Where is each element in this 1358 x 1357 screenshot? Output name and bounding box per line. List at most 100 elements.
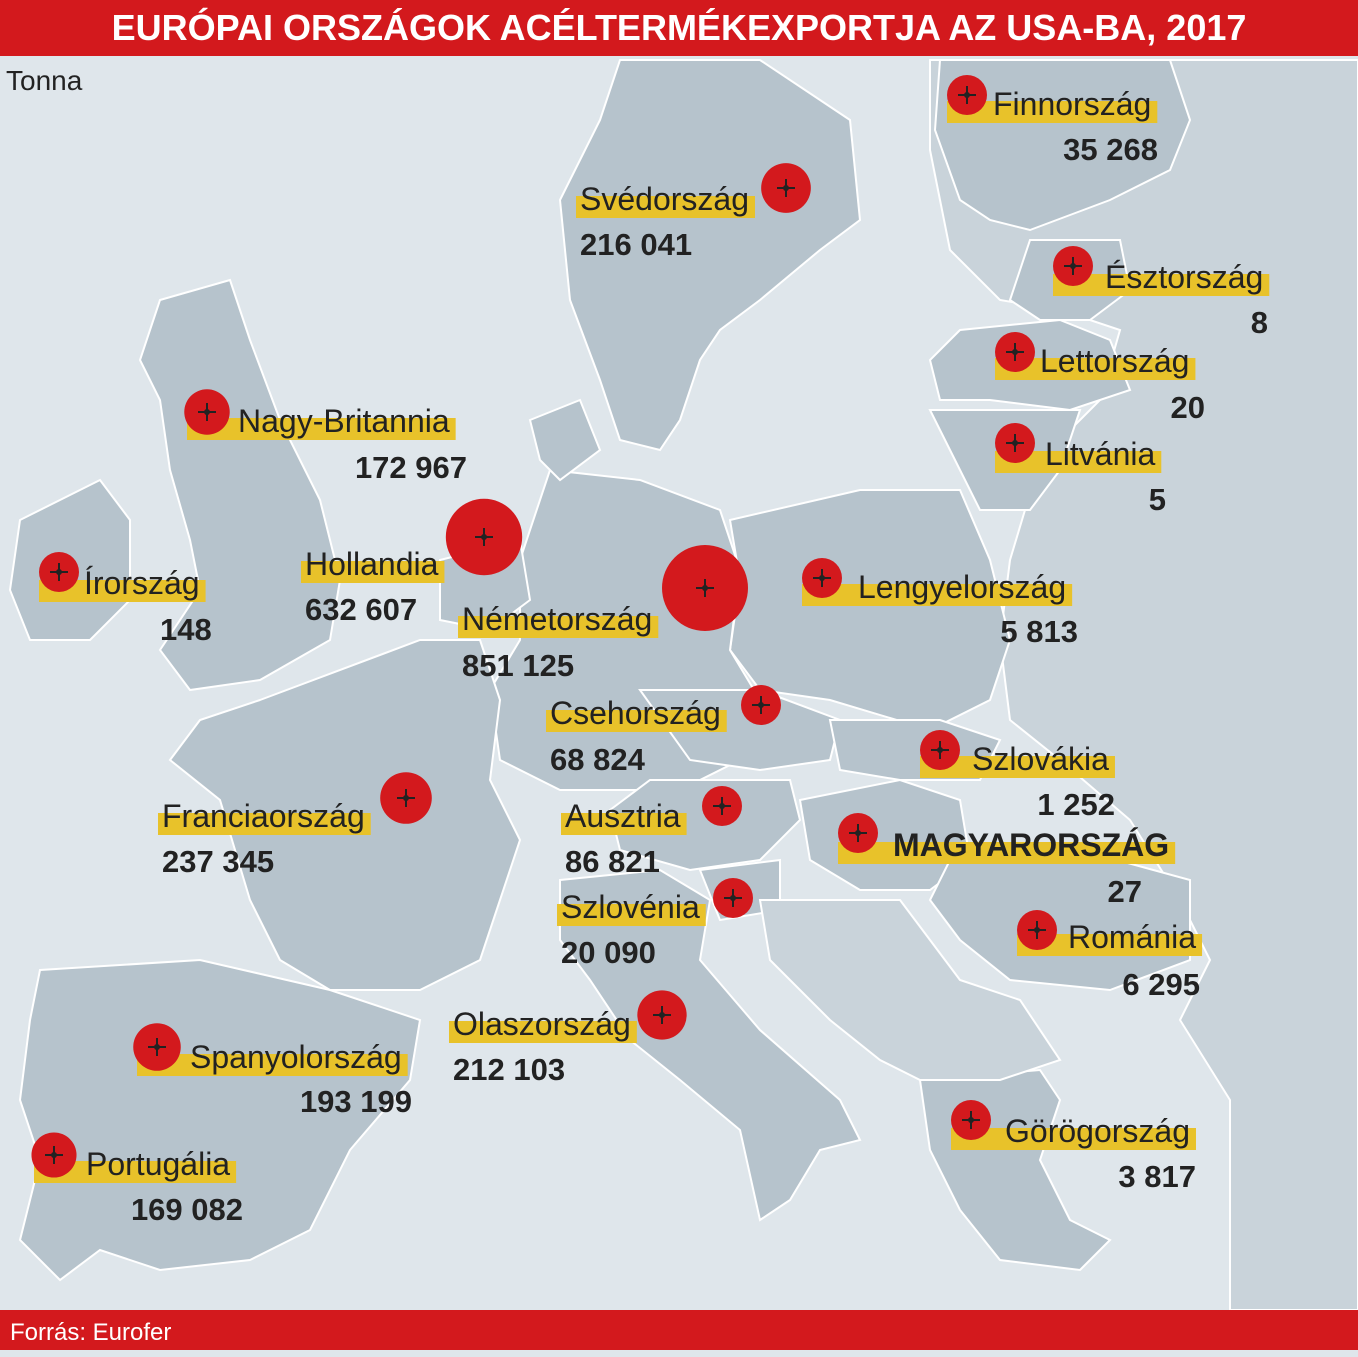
country-name: Spanyolország — [190, 1039, 402, 1075]
country: Lettország 20 — [995, 332, 1205, 425]
label-highlight — [951, 1128, 1196, 1150]
country-name: Nagy-Britannia — [238, 403, 450, 439]
crosshair-dot — [855, 830, 861, 836]
country-name: Finnország — [993, 86, 1151, 122]
label-highlight — [1017, 934, 1203, 956]
value-label: 20 — [1171, 390, 1205, 425]
title: EURÓPAI ORSZÁGOK ACÉLTERMÉKEXPORTJA AZ U… — [112, 6, 1247, 48]
crosshair-dot — [154, 1044, 160, 1050]
country: Nagy-Britannia 172 967 — [184, 389, 467, 485]
label-highlight — [158, 813, 371, 835]
country-name: Németország — [462, 601, 652, 637]
country: Románia 6 295 — [1017, 910, 1203, 1002]
label-highlight — [557, 904, 706, 926]
country-name: Olaszország — [453, 1006, 631, 1042]
country: Görögország 3 817 — [951, 1100, 1196, 1194]
value-label: 68 824 — [550, 742, 646, 777]
value-label: 3 817 — [1118, 1159, 1196, 1194]
value-label: 8 — [1251, 305, 1268, 340]
country: Hollandia 632 607 — [301, 498, 523, 627]
value-label: 86 821 — [565, 844, 660, 879]
label-highlight — [137, 1054, 408, 1076]
crosshair-dot — [204, 409, 210, 415]
value-label: 632 607 — [305, 592, 417, 627]
label-highlight — [576, 196, 755, 218]
country: Lengyelország 5 813 — [802, 558, 1078, 649]
crosshair-dot — [758, 702, 764, 708]
value-label: 851 125 — [462, 648, 574, 683]
country: Szlovénia 20 090 — [557, 878, 753, 970]
country-name: Litvánia — [1045, 436, 1156, 472]
crosshair-dot — [783, 185, 789, 191]
value-label: 27 — [1108, 874, 1142, 909]
value-label: 35 268 — [1063, 132, 1158, 167]
value-label: 6 295 — [1122, 967, 1200, 1002]
crosshair-dot — [937, 747, 943, 753]
value-label: 212 103 — [453, 1052, 565, 1087]
value-label: 169 082 — [131, 1192, 243, 1227]
label-highlight — [995, 451, 1162, 473]
label-highlight — [802, 584, 1073, 606]
value-label: 20 090 — [561, 935, 656, 970]
country-name: Szlovénia — [561, 889, 700, 925]
crosshair-dot — [819, 575, 825, 581]
country-name: Franciaország — [162, 798, 365, 834]
value-label: 1 252 — [1037, 787, 1115, 822]
country-name: Románia — [1068, 919, 1196, 955]
country: Csehország 68 824 — [546, 685, 781, 777]
label-highlight — [301, 561, 445, 583]
label-highlight — [39, 580, 206, 602]
label-highlight — [187, 418, 456, 440]
label-highlight — [947, 101, 1158, 123]
country-name: Ausztria — [565, 798, 681, 834]
crosshair-dot — [56, 569, 62, 575]
crosshair-dot — [1034, 927, 1040, 933]
country-name: Szlovákia — [972, 741, 1109, 777]
crosshair-dot — [730, 895, 736, 901]
crosshair-dot — [968, 1117, 974, 1123]
crosshair-dot — [51, 1152, 57, 1158]
label-highlight — [561, 813, 687, 835]
label-highlight — [995, 358, 1196, 380]
country: Litvánia 5 — [995, 423, 1166, 517]
country: Németország 851 125 — [458, 545, 748, 683]
label-highlight — [449, 1021, 637, 1043]
unit: Tonna — [6, 65, 83, 96]
country-name: Észtország — [1105, 259, 1263, 295]
crosshair-dot — [1012, 440, 1018, 446]
country-name: Lengyelország — [858, 569, 1066, 605]
country: Szlovákia 1 252 — [920, 730, 1115, 822]
footer-bar — [0, 1310, 1358, 1350]
value-label: 172 967 — [355, 450, 467, 485]
crosshair-dot — [1012, 349, 1018, 355]
country: Portugália 169 082 — [31, 1132, 243, 1227]
country-name: Írország — [84, 565, 200, 601]
country-name: Svédország — [580, 181, 749, 217]
source: Forrás: Eurofer — [10, 1319, 171, 1346]
country: Finnország 35 268 — [947, 75, 1158, 167]
country: Spanyolország 193 199 — [133, 1023, 412, 1119]
crosshair-dot — [481, 534, 487, 540]
crosshair-dot — [1070, 263, 1076, 269]
value-label: 216 041 — [580, 227, 692, 262]
value-label: 5 813 — [1000, 614, 1078, 649]
country: Észtország 8 — [1053, 246, 1270, 340]
country: Svédország 216 041 — [576, 163, 811, 262]
title-bar — [0, 0, 1358, 56]
country-name: Lettország — [1040, 343, 1189, 379]
label-highlight — [546, 710, 727, 732]
country: MAGYARORSZÁG 27 — [838, 813, 1176, 909]
country-markers: Finnország 35 268 Svédország 216 041 Észtors… — [31, 75, 1270, 1227]
label-highlight — [838, 842, 1176, 864]
label-highlight — [1053, 274, 1270, 296]
value-label: 148 — [160, 612, 212, 647]
country: Ausztria 86 821 — [561, 786, 742, 879]
crosshair-dot — [403, 795, 409, 801]
country-name: Görögország — [1005, 1113, 1190, 1149]
label-highlight — [920, 756, 1115, 778]
value-label: 193 199 — [300, 1084, 412, 1119]
country-name: Portugália — [86, 1146, 230, 1182]
country: Franciaország 237 345 — [158, 772, 432, 879]
country-name: Hollandia — [305, 546, 439, 582]
